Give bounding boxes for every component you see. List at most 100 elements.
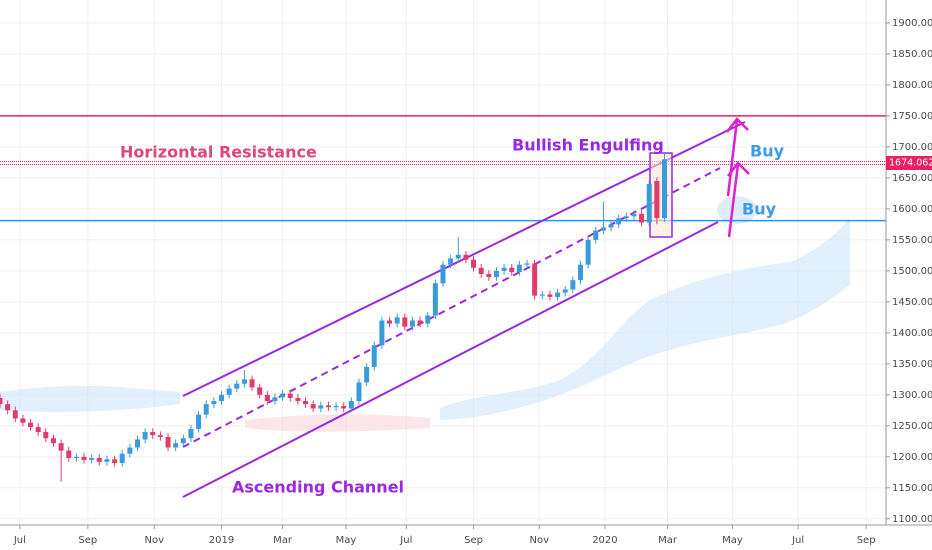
candle-body: [379, 320, 385, 346]
candle-body: [440, 264, 446, 284]
y-tick-label: 1650.000: [892, 173, 932, 184]
annotation: Ascending Channel: [232, 478, 404, 497]
candle-body: [73, 456, 79, 459]
candle-body: [310, 404, 316, 409]
candle-body: [157, 435, 163, 437]
candle-body: [486, 273, 492, 278]
candle-body: [142, 432, 148, 440]
candle-body: [127, 447, 133, 454]
candle-body: [348, 401, 354, 409]
y-tick-label: 1850.000: [892, 49, 932, 60]
candle-body: [341, 405, 347, 409]
x-tick-label: Nov: [145, 535, 165, 546]
candle-body: [448, 258, 454, 265]
x-tick-label: Nov: [529, 535, 549, 546]
y-tick-label: 1400.000: [892, 328, 932, 339]
candle-body: [516, 264, 522, 273]
candle-body: [394, 317, 400, 324]
candle-body: [66, 450, 72, 459]
candle-body: [165, 436, 171, 448]
candle-body: [402, 317, 408, 327]
arrow: [727, 163, 740, 238]
candle-body: [639, 213, 645, 223]
highlight-box: [649, 152, 673, 238]
candle-body: [417, 320, 423, 324]
x-tick-label: Sep: [78, 535, 97, 546]
y-tick-label: 1200.000: [892, 452, 932, 463]
candle-body: [287, 393, 293, 398]
candle-body: [646, 184, 652, 223]
x-tick-label: Jul: [399, 535, 412, 546]
candle-body: [58, 443, 64, 451]
candle-body: [539, 294, 545, 296]
candle-body: [623, 216, 629, 219]
y-tick-label: 1100.000: [892, 514, 932, 525]
candle-body: [654, 180, 660, 219]
candle-body: [356, 382, 362, 402]
candle-body: [600, 227, 606, 231]
candle-body: [501, 267, 507, 271]
candle-body: [509, 267, 515, 273]
x-tick-label: Mar: [273, 535, 293, 546]
arrow-head: [726, 117, 749, 133]
x-tick-label: Sep: [857, 535, 876, 546]
price-axis: [886, 0, 932, 550]
candle-body: [555, 292, 561, 297]
x-tick-label: Sep: [464, 535, 483, 546]
y-tick-label: 1300.000: [892, 390, 932, 401]
candle-body: [662, 159, 667, 219]
candle-body: [241, 379, 247, 384]
candle-body: [471, 259, 477, 268]
y-tick-label: 1450.000: [892, 297, 932, 308]
annotation: Horizontal Resistance: [120, 143, 317, 162]
candle-body: [280, 393, 286, 398]
candle-body: [333, 405, 339, 408]
last-price-box: [886, 155, 932, 170]
candle-body: [577, 264, 583, 281]
candle-body: [272, 397, 278, 402]
candle-body: [211, 401, 217, 405]
cloud: [717, 196, 757, 224]
candle-body: [119, 453, 125, 464]
candle-body: [81, 456, 87, 460]
candle-body: [96, 458, 102, 462]
x-tick-label: May: [336, 535, 357, 546]
arrow: [726, 119, 739, 197]
candle-body: [631, 213, 637, 217]
candle-body: [493, 270, 499, 278]
candle-body: [20, 418, 26, 423]
y-tick-label: 1150.000: [892, 483, 932, 494]
y-tick-label: 1500.000: [892, 266, 932, 277]
candle-body: [409, 320, 415, 327]
candle-body: [524, 263, 530, 265]
candle-body: [570, 280, 576, 290]
candle-body: [547, 294, 553, 297]
candle-body: [28, 422, 34, 428]
channel-lower: [182, 221, 719, 498]
candle-body: [425, 315, 431, 324]
candle-body: [43, 432, 49, 439]
x-tick-label: 2019: [209, 535, 234, 546]
candle-body: [234, 383, 240, 389]
candle-body: [532, 263, 538, 296]
x-tick-label: 2020: [592, 535, 617, 546]
candle-body: [257, 387, 263, 395]
candle-body: [89, 458, 95, 460]
arrow-head: [727, 161, 750, 177]
y-tick-label: 1350.000: [892, 359, 932, 370]
annotation: Buy: [742, 200, 777, 219]
candle-body: [455, 254, 461, 259]
candle-body: [180, 438, 186, 444]
candle-body: [432, 283, 438, 316]
y-tick-label: 1900.000: [892, 18, 932, 29]
y-tick-label: 1700.000: [892, 142, 932, 153]
x-tick-label: Jul: [13, 535, 26, 546]
x-tick-label: Jul: [791, 535, 804, 546]
candle-body: [616, 218, 622, 225]
y-tick-label: 1800.000: [892, 80, 932, 91]
candle-body: [364, 366, 370, 383]
x-tick-label: May: [722, 535, 743, 546]
candle-body: [5, 404, 11, 411]
candle-body: [371, 345, 377, 367]
